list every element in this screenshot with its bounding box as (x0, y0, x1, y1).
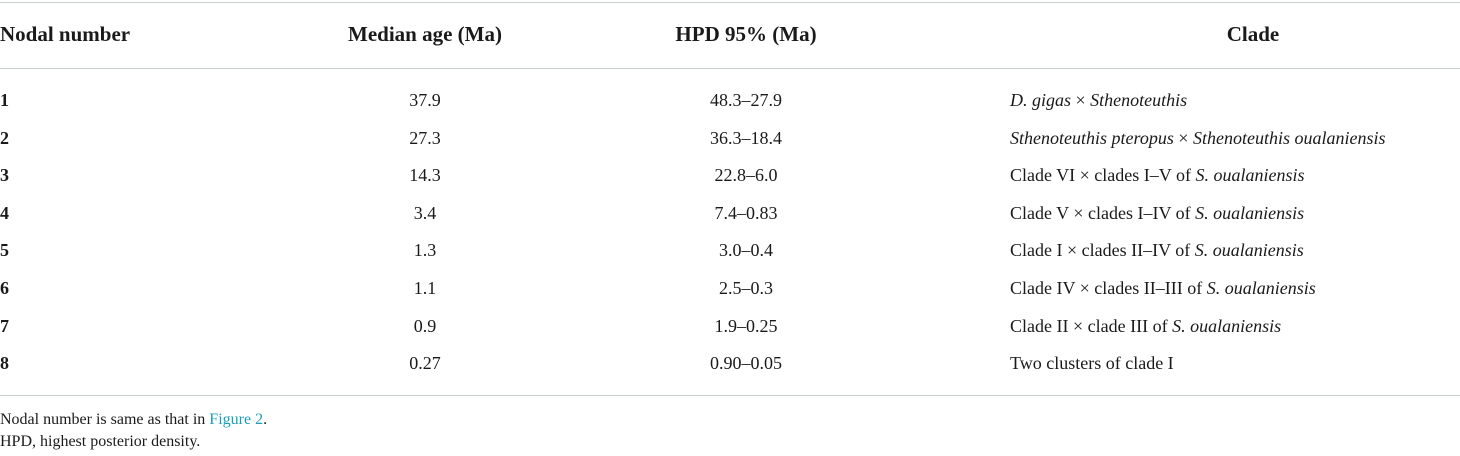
clade-cell: D. gigas × Sthenoteuthis (1010, 88, 1187, 112)
clade-cell: Clade VI × clades I–V of S. oualaniensis (1010, 163, 1304, 187)
hpd-cell: 2.5–0.3 (719, 278, 773, 298)
median-cell: 37.9 (409, 90, 441, 110)
node-cell: 6 (0, 278, 9, 298)
text-run: × (1173, 127, 1193, 148)
clade-cell: Clade V × clades I–IV of S. oualaniensis (1010, 201, 1304, 225)
header-cell: HPD 95% (Ma) (675, 22, 817, 46)
hpd-cell: 1.9–0.25 (714, 315, 778, 336)
node-cell: 7 (0, 315, 9, 336)
median-cell: 3.4 (413, 202, 437, 223)
text-run: S. oualaniensis (1172, 315, 1282, 336)
text-run: Clade V × clades I–IV of (1010, 202, 1196, 223)
node-cell: 3 (0, 165, 9, 186)
text-run: . (263, 411, 268, 428)
hpd-cell: 48.3–27.9 (710, 90, 782, 110)
clade-cell: Clade I × clades II–IV of S. oualaniensi… (1010, 238, 1304, 262)
text-run: D. gigas (1010, 90, 1072, 110)
clade-cell: Clade IV × clades II–III of S. oualanien… (1010, 276, 1316, 300)
node-cell: 5 (0, 240, 9, 261)
header-cell: Median age (Ma) (348, 22, 502, 46)
text-run: × (1071, 90, 1091, 110)
text-run: Clade II × clade III of (1010, 315, 1173, 336)
text-run: Clade IV × clades II–III of (1010, 278, 1207, 298)
header-rule (0, 68, 1460, 69)
hpd-cell: 36.3–18.4 (710, 127, 782, 148)
footnote: HPD, highest posterior density. (0, 432, 200, 452)
node-cell: 2 (0, 127, 9, 148)
text-run: Clade VI × clades I–V of (1010, 165, 1196, 186)
top-rule (0, 2, 1460, 3)
median-cell: 1.1 (413, 278, 437, 298)
text-run: Clade I × clades II–IV of (1010, 240, 1195, 261)
footnote: Nodal number is same as that in Figure 2… (0, 410, 267, 430)
text-run: Sthenoteuthis oualaniensis (1192, 127, 1386, 148)
median-cell: 1.3 (413, 240, 437, 261)
node-cell: 1 (0, 90, 9, 110)
clade-cell: Two clusters of clade I (1010, 351, 1174, 375)
text-run: S. oualaniensis (1195, 202, 1305, 223)
median-cell: 14.3 (409, 165, 441, 186)
hpd-cell: 7.4–0.83 (714, 202, 778, 223)
clade-cell: Clade II × clade III of S. oualaniensis (1010, 314, 1281, 338)
median-cell: 27.3 (409, 127, 441, 148)
median-cell: 0.9 (413, 315, 437, 336)
hpd-cell: 3.0–0.4 (719, 240, 773, 261)
link[interactable]: Figure 2 (209, 411, 264, 428)
header-cell: Nodal number (0, 22, 131, 46)
node-cell: 8 (0, 353, 9, 374)
hpd-cell: 22.8–6.0 (714, 165, 778, 186)
text-run: Nodal number is same as that in (0, 411, 210, 428)
text-run: Two clusters of clade I (1010, 353, 1174, 374)
bottom-rule (0, 395, 1460, 396)
text-run: Sthenoteuthis (1090, 90, 1188, 110)
text-run: S. oualaniensis (1195, 165, 1305, 186)
text-run: Sthenoteuthis pteropus (1010, 127, 1174, 148)
node-cell: 4 (0, 202, 9, 223)
hpd-cell: 0.90–0.05 (710, 353, 782, 374)
text-run: S. oualaniensis (1194, 240, 1304, 261)
text-run: HPD, highest posterior density. (0, 433, 201, 450)
text-run: S. oualaniensis (1206, 278, 1316, 298)
median-cell: 0.27 (409, 353, 441, 374)
header-cell: Clade (1226, 22, 1280, 46)
clade-cell: Sthenoteuthis pteropus × Sthenoteuthis o… (1010, 126, 1385, 150)
